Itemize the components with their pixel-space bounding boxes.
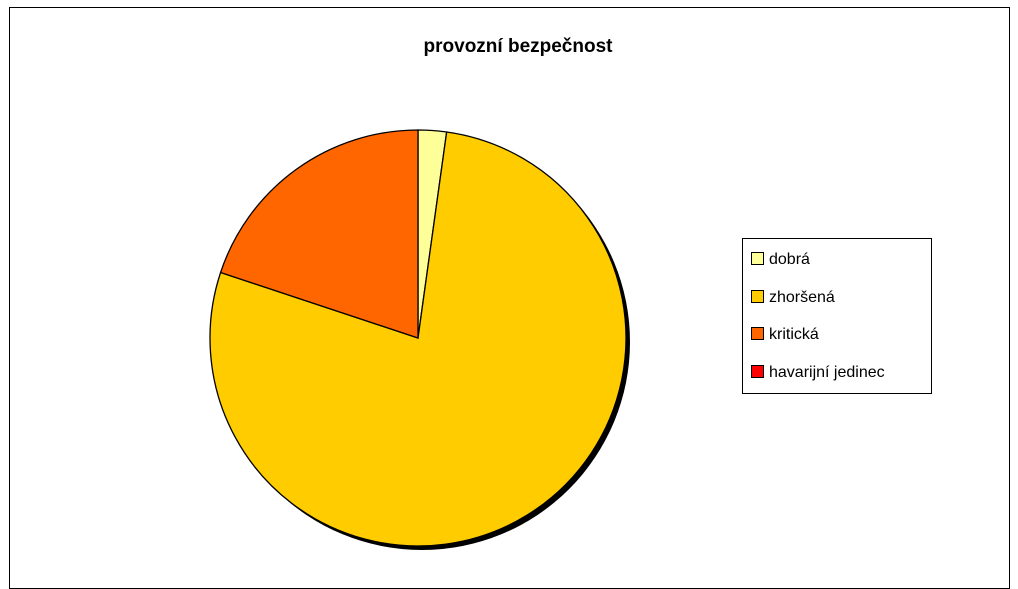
- legend-label-dobra: dobrá: [769, 251, 810, 268]
- legend-swatch-kriticka: [751, 327, 764, 341]
- legend-label-zhorsena: zhoršená: [769, 289, 835, 306]
- legend-label-havarijni-jedinec: havarijní jedinec: [769, 364, 885, 381]
- legend-item-zhorsena: zhoršená: [751, 288, 835, 308]
- pie-slice-kriticka: [219, 129, 419, 339]
- legend: dobrá zhoršená kritická havarijní jedine…: [742, 238, 932, 394]
- legend-item-havarijni-jedinec: havarijní jedinec: [751, 363, 885, 383]
- legend-label-kriticka: kritická: [769, 326, 819, 343]
- legend-swatch-zhorsena: [751, 290, 764, 304]
- legend-swatch-havarijni-jedinec: [751, 365, 764, 379]
- pie-slice-zhorsena: [209, 131, 627, 547]
- legend-swatch-dobra: [751, 252, 764, 266]
- legend-item-kriticka: kritická: [751, 325, 819, 345]
- chart-title: provozní bezpečnost: [423, 36, 613, 57]
- legend-item-dobra: dobrá: [751, 250, 810, 270]
- pie-slices: [209, 129, 630, 550]
